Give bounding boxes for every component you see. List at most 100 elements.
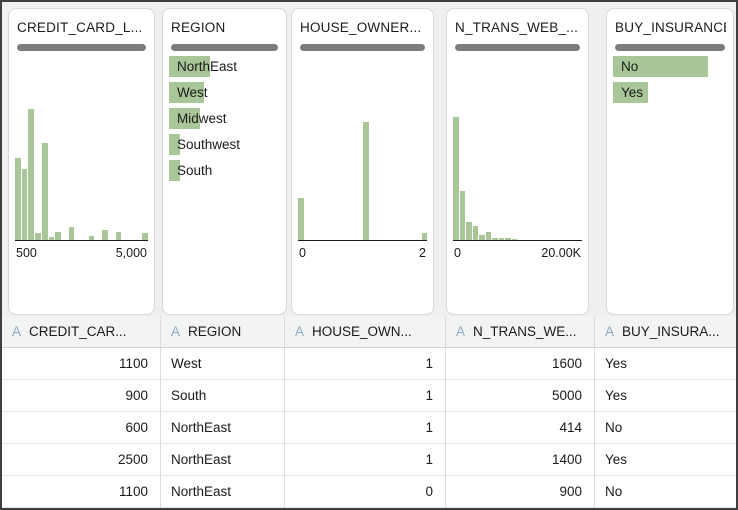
histogram-bar[interactable] xyxy=(55,53,61,240)
category-row[interactable]: NorthEast xyxy=(169,56,280,77)
histogram-bar[interactable] xyxy=(298,53,304,240)
histogram-bar-fill xyxy=(505,238,511,240)
quality-bar[interactable] xyxy=(171,44,278,51)
quality-bar[interactable] xyxy=(300,44,425,51)
column-header-buy_insura[interactable]: A BUY_INSURA... xyxy=(595,316,736,347)
histogram-bar[interactable] xyxy=(68,53,75,240)
histogram-bar xyxy=(311,53,317,240)
table-row: 1100 NorthEast 0 900 No xyxy=(2,476,736,508)
table-cell: 1 xyxy=(285,412,446,443)
histogram-bar[interactable] xyxy=(505,53,511,240)
histogram-bar[interactable] xyxy=(479,53,485,240)
table-cell: 1100 xyxy=(2,348,161,379)
quality-bar[interactable] xyxy=(615,44,725,51)
table-cell: 1 xyxy=(285,380,446,411)
histogram-bar[interactable] xyxy=(498,53,504,240)
histogram-bar[interactable] xyxy=(421,53,427,240)
histogram-bar[interactable] xyxy=(459,53,465,240)
table-cell: NorthEast xyxy=(161,476,285,507)
column-header-credit_car[interactable]: A CREDIT_CAR... xyxy=(2,316,161,347)
category-bar xyxy=(169,56,210,77)
table-cell: South xyxy=(161,380,285,411)
histogram-bar[interactable] xyxy=(492,53,498,240)
category-bar xyxy=(169,134,180,155)
histogram-bar-fill xyxy=(21,168,28,240)
axis-max-label: 20.00K xyxy=(541,246,581,260)
histogram-bar-fill xyxy=(35,233,41,240)
table-header-row: A CREDIT_CAR... A REGION A HOUSE_OWN... A N_TRA… xyxy=(2,316,736,348)
category-bar xyxy=(169,108,200,129)
card-title: REGION xyxy=(171,20,226,35)
quality-bar[interactable] xyxy=(17,44,146,51)
category-row[interactable]: No xyxy=(613,56,727,77)
category-row[interactable]: Southwest xyxy=(169,134,280,155)
histogram-bar[interactable] xyxy=(142,53,149,240)
histogram-bar[interactable] xyxy=(21,53,28,240)
column-card-buy_insurance[interactable]: BUY_INSURANCE No Yes xyxy=(606,8,734,315)
text-type-icon: A xyxy=(456,324,466,339)
histogram-bar-fill xyxy=(466,221,472,240)
column-header-label: HOUSE_OWN... xyxy=(312,324,412,339)
column-header-house_own[interactable]: A HOUSE_OWN... xyxy=(285,316,446,347)
table-row: 1100 West 1 1600 Yes xyxy=(2,348,736,380)
category-bar xyxy=(169,160,180,181)
histogram-bar[interactable] xyxy=(28,53,35,240)
histogram xyxy=(298,53,427,241)
category-list: No Yes xyxy=(613,56,727,103)
histogram-bar[interactable] xyxy=(88,53,95,240)
histogram-bar-fill xyxy=(459,190,465,240)
category-row[interactable]: West xyxy=(169,82,280,103)
histogram-bar[interactable] xyxy=(363,53,369,240)
category-list: NorthEast West Midwest Southwest South xyxy=(169,56,280,181)
category-bar xyxy=(613,82,648,103)
axis-labels: 0 20.00K xyxy=(454,246,581,260)
column-card-house_owner[interactable]: HOUSE_OWNER... 0 2 xyxy=(291,8,434,315)
axis-max-label: 2 xyxy=(419,246,426,260)
table-cell: No xyxy=(605,484,623,499)
histogram-bar xyxy=(557,53,563,240)
histogram-bar-fill xyxy=(48,237,55,240)
column-header-n_trans_we[interactable]: A N_TRANS_WE... xyxy=(446,316,595,347)
column-card-n_trans_web_[interactable]: N_TRANS_WEB_... 0 20.00K xyxy=(446,8,589,315)
category-label: NorthEast xyxy=(177,59,238,74)
category-label: Yes xyxy=(621,85,644,100)
histogram xyxy=(15,53,149,241)
histogram-bar[interactable] xyxy=(102,53,108,240)
category-row[interactable]: South xyxy=(169,160,280,181)
histogram-bar xyxy=(344,53,350,240)
histogram-bar[interactable] xyxy=(466,53,472,240)
axis-max-label: 5,000 xyxy=(115,246,147,260)
histogram-bar xyxy=(551,53,557,240)
histogram-bar xyxy=(525,53,531,240)
histogram-bar xyxy=(531,53,537,240)
histogram-bar[interactable] xyxy=(485,53,491,240)
histogram-bar-fill xyxy=(479,235,485,240)
card-title: BUY_INSURANCE xyxy=(615,20,726,35)
column-card-credit_card_l[interactable]: CREDIT_CARD_L... 500 5,000 xyxy=(8,8,155,315)
histogram-bar[interactable] xyxy=(35,53,41,240)
histogram-bar xyxy=(305,53,311,240)
axis-min-label: 500 xyxy=(16,246,37,260)
histogram-bar[interactable] xyxy=(15,53,21,240)
histogram xyxy=(453,53,582,241)
card-title: CREDIT_CARD_L... xyxy=(17,20,143,35)
histogram-bar-fill xyxy=(421,232,427,240)
histogram-bar[interactable] xyxy=(115,53,122,240)
histogram-bar[interactable] xyxy=(453,53,459,240)
quality-bar[interactable] xyxy=(455,44,580,51)
column-card-region[interactable]: REGION NorthEast West Midwest Southwest South xyxy=(162,8,287,315)
histogram-bar[interactable] xyxy=(472,53,478,240)
histogram-bar xyxy=(564,53,570,240)
category-bar xyxy=(613,56,708,77)
histogram-bar[interactable] xyxy=(511,53,517,240)
category-row[interactable]: Midwest xyxy=(169,108,280,129)
text-type-icon: A xyxy=(171,324,181,339)
table-cell: 1100 xyxy=(2,476,161,507)
histogram-bar[interactable] xyxy=(41,53,48,240)
histogram-bar xyxy=(350,53,356,240)
histogram-bar xyxy=(409,53,415,240)
column-header-region[interactable]: A REGION xyxy=(161,316,285,347)
histogram-bar-fill xyxy=(485,231,491,240)
histogram-bar[interactable] xyxy=(48,53,55,240)
category-row[interactable]: Yes xyxy=(613,82,727,103)
